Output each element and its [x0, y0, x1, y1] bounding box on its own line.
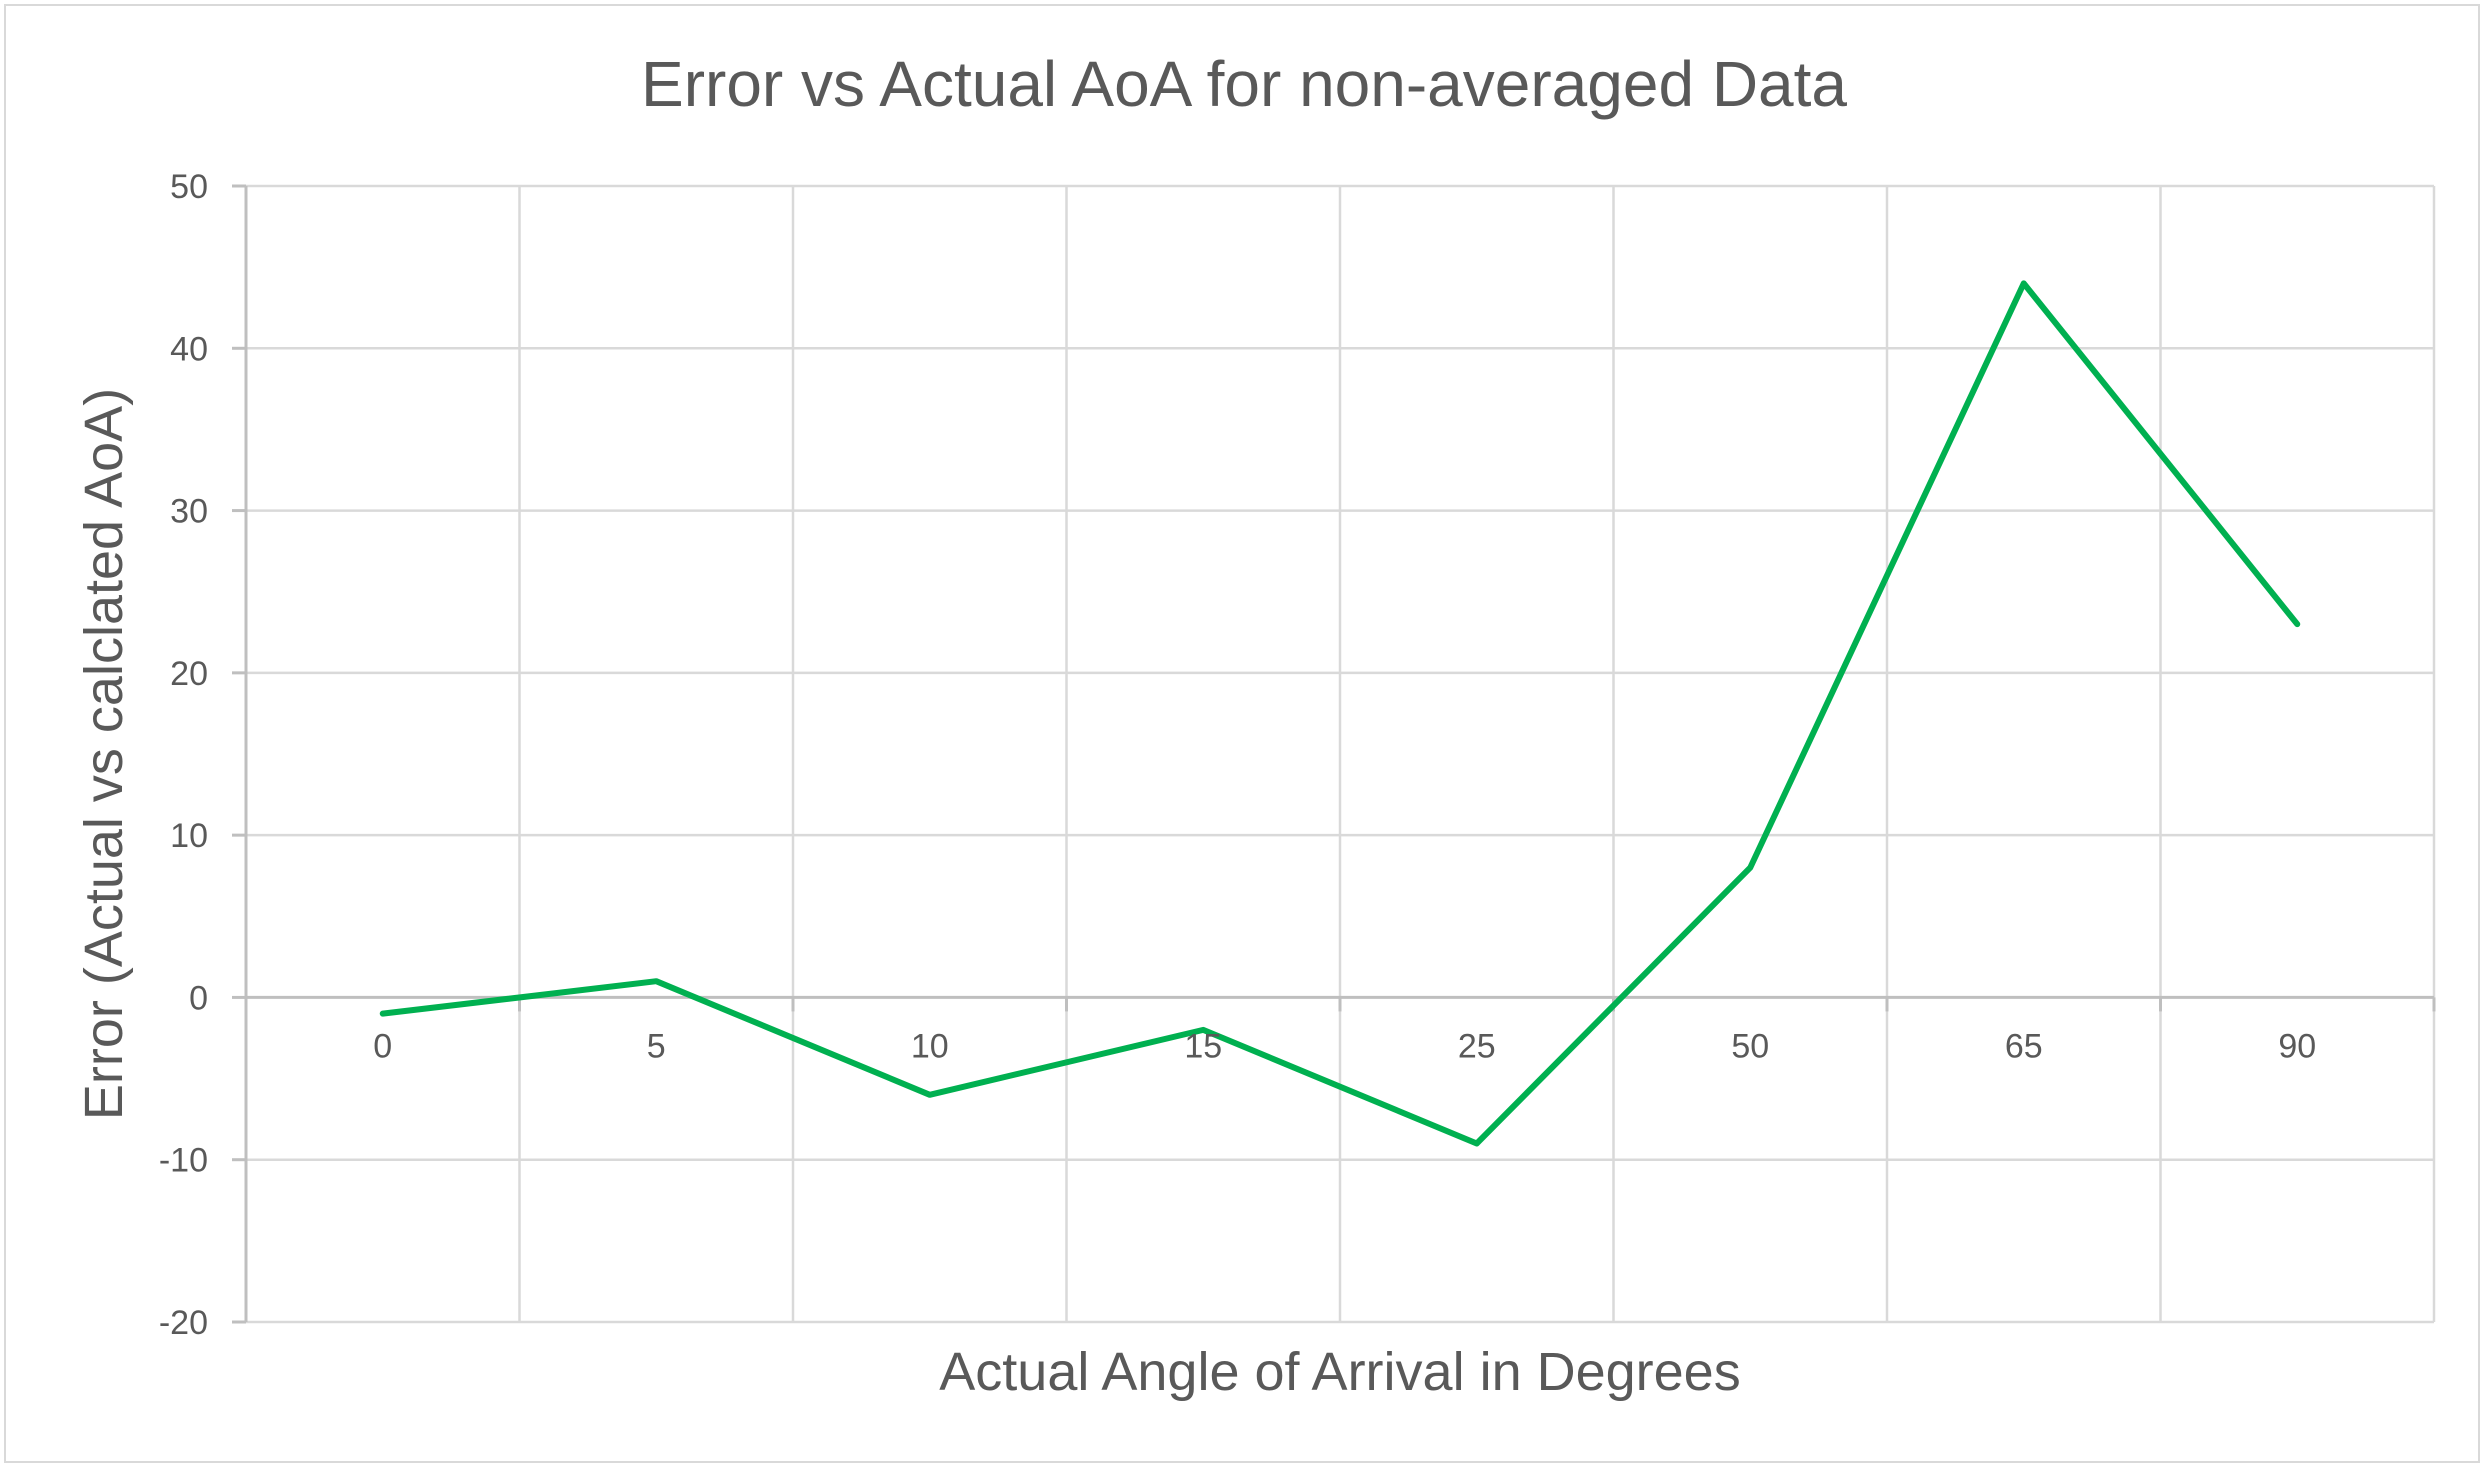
y-axis-title: Error (Actual vs calclated AoA): [74, 388, 134, 1120]
x-tick-label: 50: [1731, 1027, 1769, 1065]
gridlines: [244, 184, 2436, 1324]
x-axis-title: Actual Angle of Arrival in Degrees: [939, 1342, 1740, 1402]
y-tick-label: 40: [170, 330, 208, 368]
x-tick-label: 0: [373, 1027, 392, 1065]
x-tick-label: 10: [911, 1027, 949, 1065]
chart-title: Error vs Actual AoA for non-averaged Dat…: [641, 48, 1847, 120]
y-tick-label: -20: [159, 1304, 208, 1342]
y-tick-label: 20: [170, 655, 208, 693]
x-tick-label: 65: [2005, 1027, 2043, 1065]
y-tick-label: -10: [159, 1142, 208, 1180]
y-tick-label: 30: [170, 493, 208, 531]
series-line: [379, 280, 2301, 1147]
x-tick-label: 15: [1184, 1027, 1222, 1065]
axes: [232, 184, 2436, 1324]
tick-labels: -20 -10 0 10 20 30 40 50 0 5 10 15 25 50 65 90: [159, 168, 2316, 1342]
x-tick-label: 5: [647, 1027, 666, 1065]
y-tick-label: 0: [189, 979, 208, 1017]
y-tick-label: 10: [170, 817, 208, 855]
series-layer: [379, 280, 2301, 1147]
y-tick-label: 50: [170, 168, 208, 206]
chart-frame: [4, 4, 2480, 1463]
x-tick-label: 25: [1458, 1027, 1496, 1065]
x-tick-label: 90: [2278, 1027, 2316, 1065]
